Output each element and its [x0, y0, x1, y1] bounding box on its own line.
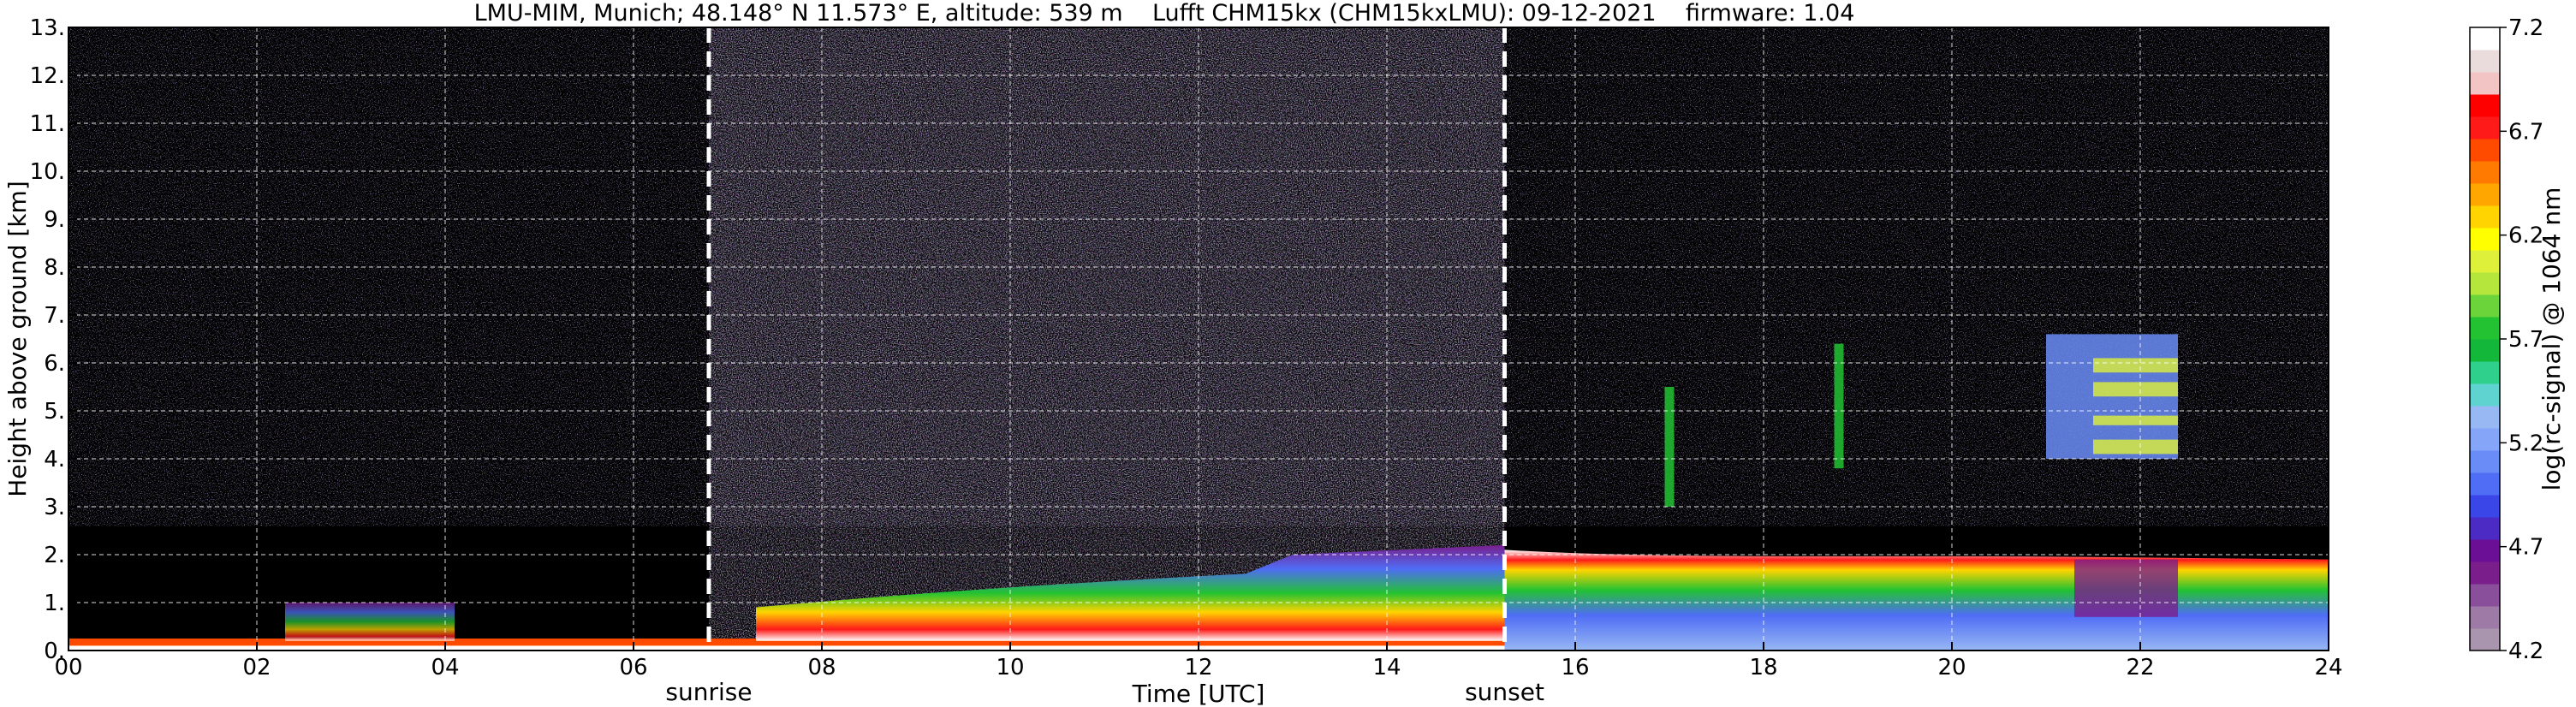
colorbar-segment: [2470, 606, 2500, 629]
residual-layer: [2074, 559, 2178, 617]
colorbar-tick-label: 4.2: [2508, 639, 2543, 664]
y-tick-label: 1.: [44, 591, 65, 616]
chart-title: LMU-MIM, Munich; 48.148° N 11.573° E, al…: [473, 0, 1855, 27]
x-tick-label: 14: [1372, 655, 1401, 680]
cloud-feature: [2046, 334, 2178, 459]
colorbar-segment: [2470, 517, 2500, 540]
heatmap-plot-area: sunrise sunset 00 02 04 06 08 10 12 14 16 18 20 22 24 0…: [3, 15, 2343, 707]
colorbar-segment: [2470, 428, 2500, 451]
colorbar-tick-label: 5.7: [2508, 327, 2543, 353]
colorbar-segment: [2470, 339, 2500, 362]
y-tick-label: 0.: [44, 639, 65, 664]
colorbar-segment: [2470, 450, 2500, 473]
colorbar-segment: [2470, 116, 2500, 140]
x-tick-label: 20: [1937, 655, 1966, 680]
x-tick-label: 12: [1184, 655, 1212, 680]
x-tick-label: 18: [1749, 655, 1777, 680]
y-tick-label: 4.: [44, 447, 65, 472]
colorbar-segment: [2470, 139, 2500, 162]
cloud-feature: [1664, 387, 1675, 507]
colorbar-segment: [2470, 539, 2500, 562]
event-label-sunset: sunset: [1465, 678, 1544, 706]
cloud-layer-band: [2093, 382, 2178, 397]
colorbar-segment: [2470, 383, 2500, 407]
y-tick-label: 13.: [30, 15, 65, 41]
y-tick-label: 12.: [30, 63, 65, 89]
x-tick-label: 08: [807, 655, 836, 680]
colorbar-label: log(rc-signal) @ 1064 nm: [2537, 187, 2566, 491]
y-tick-label: 7.: [44, 303, 65, 329]
colorbar-segment: [2470, 72, 2500, 95]
colorbar-segment: [2470, 183, 2500, 206]
y-tick-label: 10.: [30, 159, 65, 185]
colorbar-segment: [2470, 161, 2500, 184]
y-tick-label: 8.: [44, 255, 65, 281]
colorbar-segment: [2470, 317, 2500, 340]
y-tick-label: 5.: [44, 399, 65, 425]
y-tick-label: 3.: [44, 495, 65, 520]
colorbar-tick-label: 5.2: [2508, 431, 2543, 456]
event-label-sunrise: sunrise: [665, 678, 752, 706]
colorbar-segment: [2470, 628, 2500, 651]
colorbar-tick-label: 6.2: [2508, 223, 2543, 249]
x-tick-label: 04: [431, 655, 459, 680]
x-tick-label: 00: [54, 655, 82, 680]
cloud-feature: [1834, 343, 1844, 469]
y-axis-label: Height above ground [km]: [3, 181, 32, 497]
cloud-layer-band: [2093, 439, 2178, 454]
night-aerosol-patch: [285, 603, 455, 641]
colorbar-segment: [2470, 472, 2500, 496]
y-tick-label: 11.: [30, 111, 65, 137]
y-tick-label: 2.: [44, 543, 65, 568]
colorbar-segment: [2470, 584, 2500, 607]
daytime-background: [709, 27, 1505, 651]
colorbar-segment: [2470, 228, 2500, 251]
y-tick-label: 6.: [44, 351, 65, 377]
colorbar-tick-label: 4.7: [2508, 535, 2543, 561]
x-tick-label: 06: [619, 655, 647, 680]
colorbar-segment: [2470, 50, 2500, 73]
daytime-boundary-layer: [756, 544, 1505, 641]
colorbar-tick-label: 7.2: [2508, 15, 2543, 41]
x-tick-label: 22: [2126, 655, 2154, 680]
colorbar-segment: [2470, 250, 2500, 273]
colorbar-segment: [2470, 27, 2500, 50]
colorbar-segment: [2470, 94, 2500, 117]
colorbar-segment: [2470, 495, 2500, 518]
colorbar: 4.2 4.7 5.2 5.7 6.2 6.7 7.2 log(rc-signal) @ 10…: [2469, 15, 2566, 664]
colorbar-segment: [2470, 205, 2500, 229]
x-tick-label: 16: [1561, 655, 1589, 680]
x-tick-label: 02: [242, 655, 271, 680]
colorbar-tick-label: 6.7: [2508, 119, 2543, 145]
colorbar-segment: [2470, 561, 2500, 585]
colorbar-segment: [2470, 294, 2500, 318]
x-tick-label: 24: [2314, 655, 2342, 680]
cloud-layer-band: [2093, 415, 2178, 425]
cloud-layer-band: [2093, 358, 2178, 373]
x-axis-label: Time [UTC]: [1132, 680, 1265, 707]
colorbar-segment: [2470, 406, 2500, 429]
evening-boundary-layer: [1504, 550, 2329, 651]
y-tick-label: 9.: [44, 207, 65, 233]
x-tick-label: 10: [996, 655, 1024, 680]
colorbar-segment: [2470, 361, 2500, 384]
colorbar-segment: [2470, 272, 2500, 295]
